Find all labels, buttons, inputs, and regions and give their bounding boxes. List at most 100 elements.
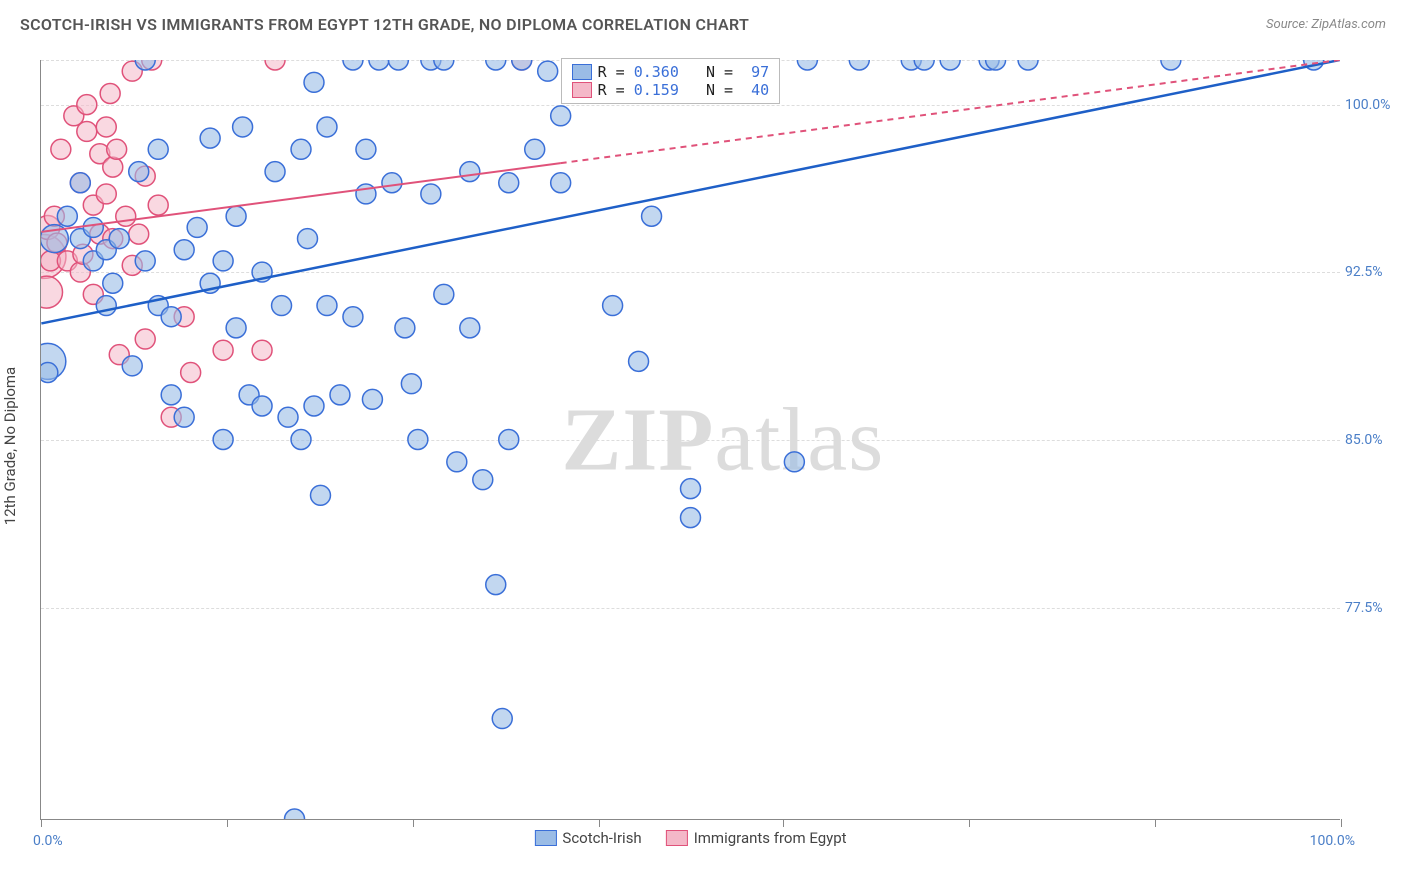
data-point-scotch_irish [265, 162, 285, 182]
data-point-scotch_irish [940, 60, 960, 70]
data-point-scotch_irish [784, 452, 804, 472]
x-tick [227, 819, 228, 827]
legend-label: Scotch-Irish [562, 829, 641, 847]
data-point-scotch_irish [421, 184, 441, 204]
data-point-scotch_irish [213, 251, 233, 271]
data-point-scotch_irish [356, 184, 376, 204]
data-point-immigrants_egypt [135, 329, 155, 349]
data-point-scotch_irish [226, 318, 246, 338]
data-point-scotch_irish [103, 273, 123, 293]
data-point-scotch_irish [538, 61, 558, 81]
legend-label: Immigrants from Egypt [694, 829, 847, 847]
y-tick-label: 92.5% [1345, 264, 1400, 280]
data-point-scotch_irish [226, 206, 246, 226]
data-point-scotch_irish [330, 385, 350, 405]
data-point-scotch_irish [388, 60, 408, 70]
data-point-scotch_irish [499, 430, 519, 450]
data-point-immigrants_egypt [41, 276, 63, 308]
data-point-immigrants_egypt [51, 139, 71, 159]
data-point-scotch_irish [401, 374, 421, 394]
data-point-scotch_irish [343, 60, 363, 70]
data-point-scotch_irish [603, 296, 623, 316]
stat-row: R = 0.360 N = 97 [572, 63, 770, 81]
x-tick [413, 819, 414, 827]
data-point-scotch_irish [1161, 60, 1181, 70]
data-point-scotch_irish [148, 139, 168, 159]
data-point-scotch_irish [161, 385, 181, 405]
data-point-scotch_irish [362, 389, 382, 409]
data-point-scotch_irish [278, 407, 298, 427]
data-point-scotch_irish [473, 470, 493, 490]
y-tick-label: 100.0% [1345, 97, 1400, 113]
data-point-scotch_irish [343, 307, 363, 327]
source-attribution: Source: ZipAtlas.com [1266, 17, 1386, 32]
plot-area: 77.5%85.0%92.5%100.0% ZIPatlas R = 0.360… [40, 60, 1340, 820]
data-point-scotch_irish [395, 318, 415, 338]
data-point-immigrants_egypt [100, 83, 120, 103]
data-point-immigrants_egypt [107, 139, 127, 159]
legend: Scotch-Irish Immigrants from Egypt [534, 829, 846, 847]
data-point-immigrants_egypt [77, 121, 97, 141]
x-tick [783, 819, 784, 827]
legend-item: Scotch-Irish [534, 829, 641, 847]
data-point-scotch_irish [551, 173, 571, 193]
data-point-immigrants_egypt [96, 184, 116, 204]
data-point-scotch_irish [122, 356, 142, 376]
data-point-scotch_irish [291, 139, 311, 159]
data-point-scotch_irish [252, 396, 272, 416]
y-tick-label: 85.0% [1345, 432, 1400, 448]
legend-swatch-icon [666, 830, 688, 846]
x-tick [1341, 819, 1342, 827]
data-point-immigrants_egypt [103, 157, 123, 177]
data-point-immigrants_egypt [96, 117, 116, 137]
correlation-stats-box: R = 0.360 N = 97R = 0.159 N = 40 [561, 58, 781, 104]
data-point-scotch_irish [174, 240, 194, 260]
data-point-scotch_irish [512, 60, 532, 70]
data-point-scotch_irish [681, 479, 701, 499]
data-point-scotch_irish [135, 251, 155, 271]
data-point-scotch_irish [304, 72, 324, 92]
legend-swatch-icon [534, 830, 556, 846]
data-point-scotch_irish [83, 217, 103, 237]
data-point-scotch_irish [525, 139, 545, 159]
data-point-immigrants_egypt [265, 60, 285, 70]
y-tick-label: 77.5% [1345, 600, 1400, 616]
data-point-scotch_irish [460, 318, 480, 338]
x-tick [969, 819, 970, 827]
data-point-scotch_irish [70, 173, 90, 193]
data-point-immigrants_egypt [116, 206, 136, 226]
data-point-scotch_irish [629, 351, 649, 371]
data-point-scotch_irish [849, 60, 869, 70]
data-point-scotch_irish [486, 60, 506, 70]
data-point-scotch_irish [369, 60, 389, 70]
x-tick [599, 819, 600, 827]
data-point-scotch_irish [499, 173, 519, 193]
data-point-immigrants_egypt [148, 195, 168, 215]
data-point-immigrants_egypt [181, 363, 201, 383]
data-point-scotch_irish [161, 307, 181, 327]
data-point-scotch_irish [356, 139, 376, 159]
data-point-scotch_irish [382, 173, 402, 193]
data-point-scotch_irish [551, 106, 571, 126]
data-point-scotch_irish [213, 430, 233, 450]
chart-canvas [41, 60, 1340, 819]
series-swatch-icon [572, 82, 592, 98]
data-point-scotch_irish [681, 508, 701, 528]
x-tick [1155, 819, 1156, 827]
data-point-scotch_irish [285, 809, 305, 819]
series-swatch-icon [572, 64, 592, 80]
x-axis-min-label: 0.0% [33, 833, 63, 849]
y-axis-label: 12th Grade, No Diploma [1, 367, 19, 525]
data-point-scotch_irish [434, 284, 454, 304]
x-axis-max-label: 100.0% [1310, 833, 1355, 849]
data-point-scotch_irish [291, 430, 311, 450]
data-point-immigrants_egypt [213, 340, 233, 360]
data-point-immigrants_egypt [77, 95, 97, 115]
data-point-scotch_irish [174, 407, 194, 427]
data-point-scotch_irish [187, 217, 207, 237]
data-point-scotch_irish [317, 117, 337, 137]
data-point-scotch_irish [408, 430, 428, 450]
data-point-scotch_irish [447, 452, 467, 472]
data-point-scotch_irish [317, 296, 337, 316]
legend-item: Immigrants from Egypt [666, 829, 847, 847]
